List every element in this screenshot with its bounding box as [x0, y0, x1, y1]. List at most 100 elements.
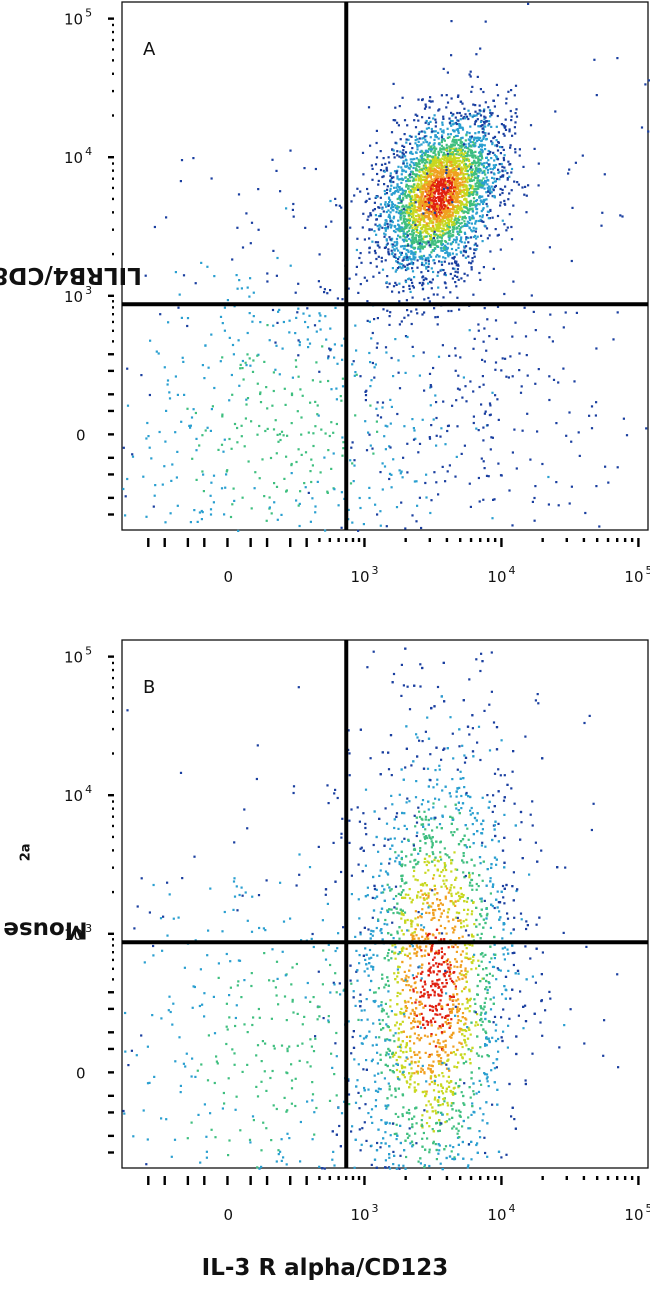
- panel-a-event-dot: [408, 176, 412, 179]
- panel-a-event-dot: [393, 241, 396, 244]
- panel-a-event-dot: [474, 230, 477, 233]
- panel-a-event-dot: [401, 156, 404, 159]
- panel-a-event-dot: [428, 166, 431, 169]
- panel-a-event-dot: [644, 83, 647, 86]
- panel-a-event-dot: [410, 161, 413, 164]
- panel-a-event-dot: [406, 309, 409, 312]
- panel-a-event-dot: [196, 520, 199, 523]
- panel-a-event-dot: [385, 281, 388, 284]
- panel-a-event-dot: [407, 194, 410, 197]
- panel-a-event-dot: [430, 193, 434, 196]
- panel-a-event-dot: [394, 256, 398, 259]
- panel-a-event-dot: [485, 191, 488, 194]
- panel-a-event-dot: [359, 375, 362, 378]
- panel-a-event-dot: [385, 166, 388, 169]
- panel-a-event-dot: [421, 418, 424, 421]
- panel-a-event-dot: [258, 424, 261, 428]
- panel-a-event-dot: [297, 448, 300, 451]
- panel-a-event-dot: [460, 166, 463, 169]
- panel-a-event-dot: [456, 95, 460, 98]
- panel-a-event-dot: [467, 138, 471, 141]
- panel-a-event-dot: [455, 147, 458, 150]
- panel-a-event-dot: [477, 219, 481, 223]
- panel-a-event-dot: [472, 200, 476, 203]
- panel-a-event-dot: [421, 175, 424, 178]
- panel-a-event-dot: [474, 242, 477, 245]
- panel-a-event-dot: [186, 407, 189, 410]
- panel-a-event-dot: [395, 247, 398, 250]
- panel-a-event-dot: [481, 157, 484, 160]
- panel-a-event-dot: [418, 255, 421, 258]
- panel-a-event-dot: [454, 347, 457, 350]
- panel-a-event-dot: [399, 138, 402, 141]
- panel-a-event-dot: [482, 164, 485, 167]
- panel-a-event-dot: [259, 321, 262, 324]
- panel-a-event-dot: [401, 245, 404, 248]
- panel-a-event-dot: [451, 201, 454, 204]
- panel-a-event-dot: [573, 380, 576, 383]
- panel-a-event-dot: [474, 141, 477, 144]
- panel-a-event-dot: [482, 135, 485, 138]
- panel-a-event-dot: [377, 179, 380, 182]
- panel-a-event-dot: [562, 326, 565, 329]
- panel-a-event-dot: [415, 151, 418, 154]
- panel-a-event-dot: [419, 209, 422, 212]
- panel-a-event-dot: [449, 182, 452, 185]
- panel-a-event-dot: [451, 169, 454, 172]
- panel-a-event-dot: [435, 434, 438, 437]
- panel-a-event-dot: [364, 394, 368, 397]
- panel-a-event-dot: [510, 115, 513, 118]
- panel-a-event-dot: [223, 513, 226, 516]
- panel-a-event-dot: [622, 417, 625, 420]
- panel-a-event-dot: [449, 242, 452, 245]
- panel-a-event-dot: [402, 160, 405, 163]
- panel-a-event-dot: [469, 218, 472, 222]
- panel-a-event-dot: [479, 218, 482, 221]
- panel-a-event-dot: [417, 451, 420, 454]
- panel-a-event-dot: [440, 175, 443, 178]
- panel-a-event-dot: [390, 473, 393, 476]
- panel-a-event-dot: [384, 424, 387, 427]
- panel-a-event-dot: [427, 186, 430, 190]
- panel-a-event-dot: [386, 309, 389, 312]
- panel-a-event-dot: [456, 387, 460, 390]
- panel-a-event-dot: [404, 224, 407, 227]
- panel-a-event-dot: [451, 176, 454, 179]
- panel-a-event-dot: [180, 159, 184, 162]
- panel-a-event-dot: [480, 145, 483, 148]
- panel-a-event-dot: [420, 182, 423, 185]
- panel-a-event-dot: [392, 215, 396, 218]
- panel-a-event-dot: [159, 313, 162, 316]
- panel-a-event-dot: [316, 480, 319, 483]
- panel-a-event-dot: [407, 218, 410, 222]
- panel-a-event-dot: [420, 256, 423, 259]
- panel-a-event-dot: [318, 319, 321, 323]
- panel-a-event-dot: [453, 186, 457, 189]
- panel-a-event-dot: [326, 491, 329, 494]
- panel-a-event-dot: [452, 169, 455, 173]
- panel-a-event-dot: [486, 179, 489, 182]
- panel-a-event-dot: [274, 341, 277, 344]
- panel-a-event-dot: [399, 245, 403, 248]
- panel-a-event-dot: [420, 130, 423, 133]
- panel-a-event-dot: [396, 267, 400, 270]
- panel-a-event-dot: [415, 184, 418, 188]
- panel-a-event-dot: [448, 160, 451, 164]
- panel-a-event-dot: [460, 241, 463, 244]
- panel-a-event-dot: [497, 131, 500, 134]
- panel-a-event-dot: [432, 202, 436, 205]
- panel-a-event-dot: [369, 261, 372, 265]
- panel-a-event-dot: [318, 312, 321, 315]
- panel-a-event-dot: [382, 175, 385, 178]
- panel-a-event-dot: [450, 235, 453, 238]
- panel-a-event-dot: [399, 211, 402, 214]
- panel-a-event-dot: [485, 227, 489, 230]
- panel-a-event-dot: [557, 381, 560, 384]
- panel-a-event-dot: [253, 487, 256, 490]
- panel-a-event-dot: [402, 456, 405, 459]
- panel-a-event-dot: [403, 205, 406, 208]
- panel-a-event-dot: [424, 159, 428, 162]
- panel-a-event-dot: [456, 187, 459, 190]
- panel-a-event-dot: [423, 178, 426, 181]
- panel-a-event-dot: [436, 323, 439, 326]
